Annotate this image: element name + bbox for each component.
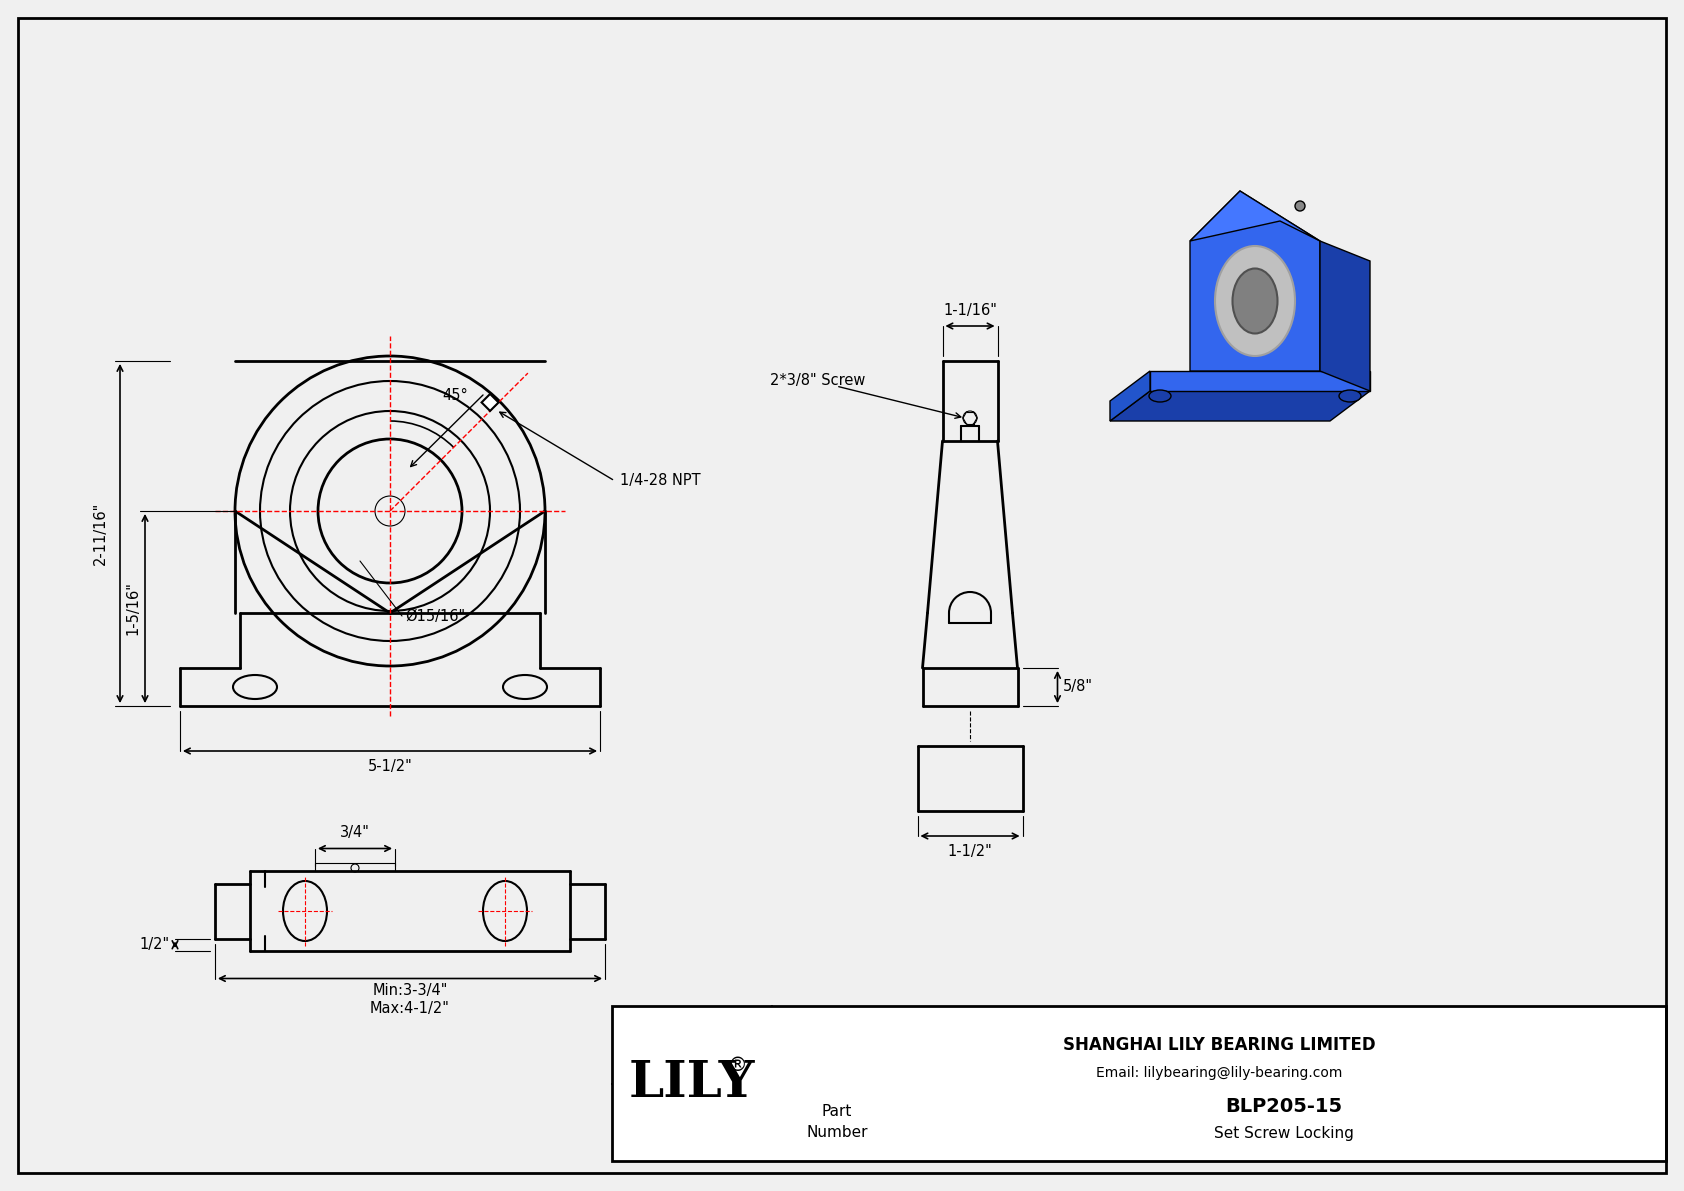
Text: 1-1/2": 1-1/2" bbox=[948, 844, 992, 859]
Text: 5/8": 5/8" bbox=[1063, 680, 1093, 694]
Text: Ø15/16": Ø15/16" bbox=[404, 609, 465, 624]
Text: 5-1/2": 5-1/2" bbox=[367, 759, 413, 774]
Text: 1/4-28 NPT: 1/4-28 NPT bbox=[620, 474, 701, 488]
Text: 1/2": 1/2" bbox=[140, 937, 170, 953]
Text: SHANGHAI LILY BEARING LIMITED: SHANGHAI LILY BEARING LIMITED bbox=[1063, 1036, 1376, 1054]
Polygon shape bbox=[1150, 372, 1371, 391]
Text: 45°: 45° bbox=[443, 388, 468, 404]
Ellipse shape bbox=[1214, 247, 1295, 356]
Polygon shape bbox=[1110, 391, 1371, 420]
Text: Email: lilybearing@lily-bearing.com: Email: lilybearing@lily-bearing.com bbox=[1096, 1066, 1342, 1080]
Circle shape bbox=[1295, 201, 1305, 211]
Text: ®: ® bbox=[727, 1056, 746, 1075]
Text: BLP205-15: BLP205-15 bbox=[1226, 1097, 1342, 1116]
Text: 2-11/16": 2-11/16" bbox=[93, 501, 108, 565]
Polygon shape bbox=[1191, 191, 1320, 372]
Bar bbox=[611, 1006, 1665, 1161]
Polygon shape bbox=[1191, 191, 1320, 241]
Text: 1-5/16": 1-5/16" bbox=[125, 581, 140, 636]
Polygon shape bbox=[1110, 372, 1150, 420]
Text: 2*3/8" Screw: 2*3/8" Screw bbox=[770, 374, 866, 388]
Text: Set Screw Locking: Set Screw Locking bbox=[1214, 1125, 1354, 1141]
Text: LILY: LILY bbox=[628, 1059, 754, 1108]
Ellipse shape bbox=[1233, 268, 1278, 333]
Bar bbox=[482, 394, 498, 411]
Text: Part
Number: Part Number bbox=[807, 1104, 867, 1140]
Ellipse shape bbox=[1148, 389, 1170, 403]
Text: Min:3-3/4": Min:3-3/4" bbox=[372, 984, 448, 998]
Text: Max:4-1/2": Max:4-1/2" bbox=[370, 1000, 450, 1016]
Polygon shape bbox=[1320, 241, 1371, 391]
Text: 1-1/16": 1-1/16" bbox=[943, 303, 997, 318]
Text: 3/4": 3/4" bbox=[340, 825, 370, 841]
Ellipse shape bbox=[1339, 389, 1361, 403]
